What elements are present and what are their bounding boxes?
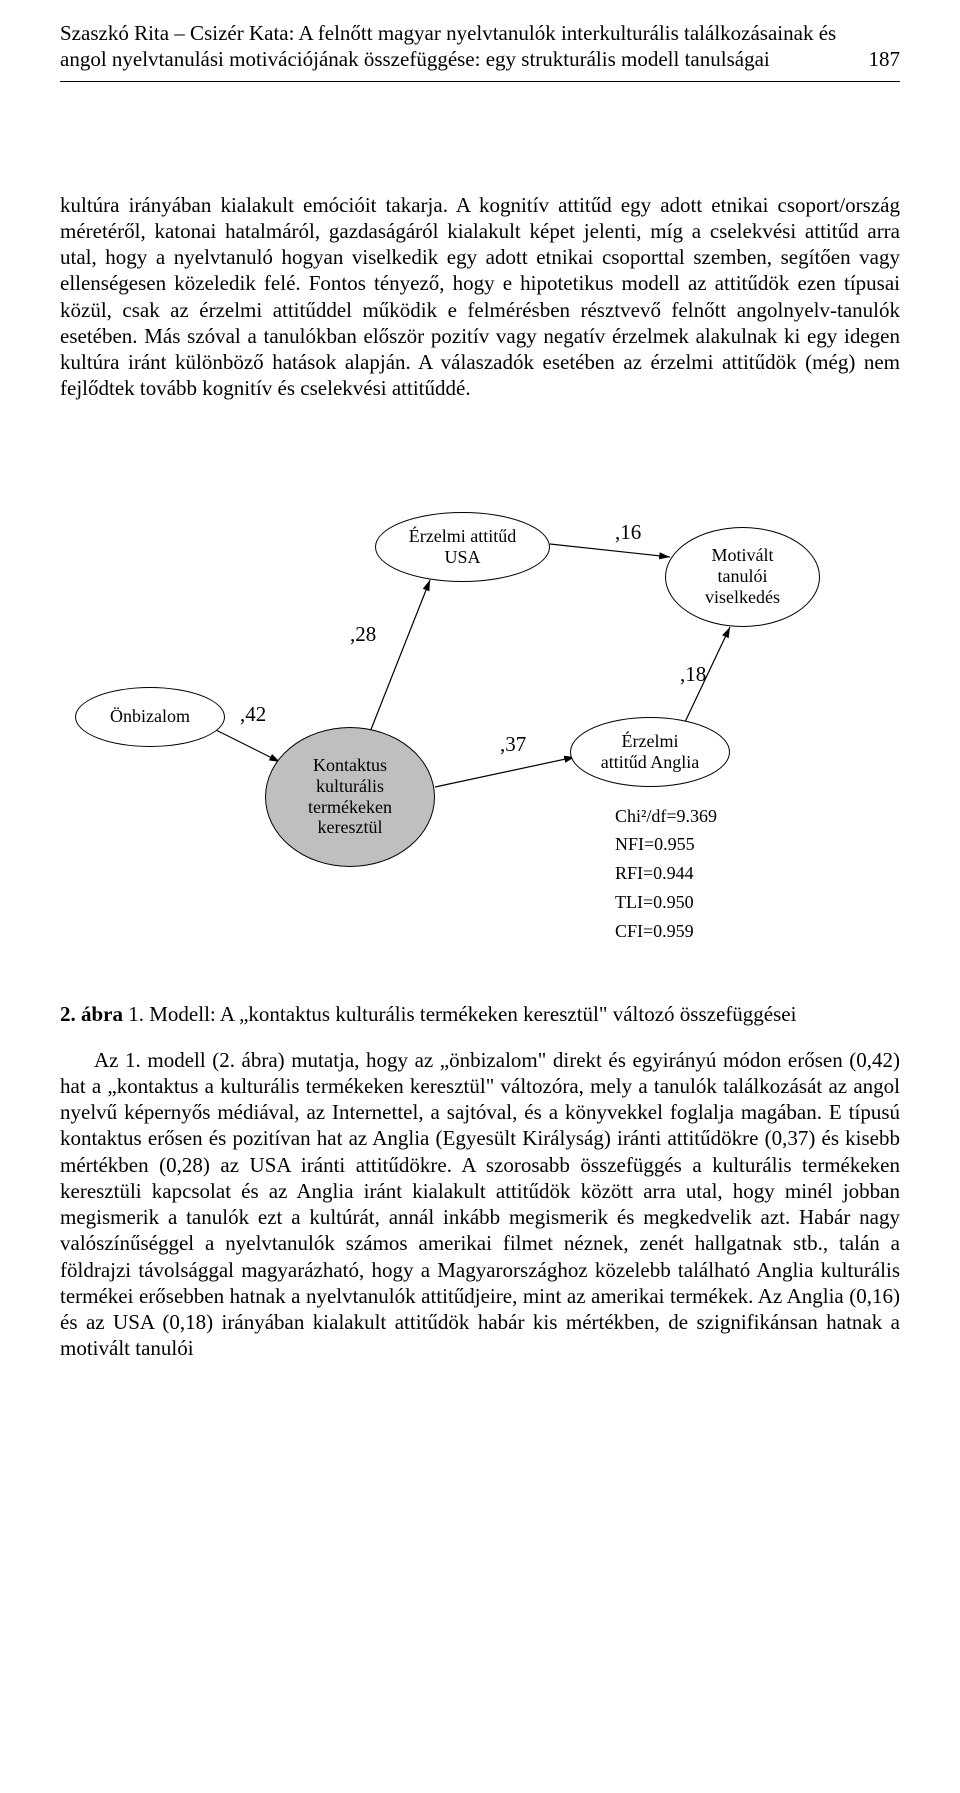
paragraph-1: kultúra irányában kialakult emócióit tak… (60, 192, 900, 402)
edge-label-usa-motivalt: ,16 (615, 520, 641, 545)
node-kontaktus: Kontaktuskulturálistermékekenkeresztül (265, 727, 435, 867)
header-line1: Szaszkó Rita – Csizér Kata: A felnőtt ma… (60, 20, 900, 46)
edge-kontaktus-usa (370, 580, 430, 732)
fit-stat-line: TLI=0.950 (615, 888, 717, 917)
page-number: 187 (869, 46, 901, 72)
edge-label-onbizalom-kontaktus: ,42 (240, 702, 266, 727)
edge-label-anglia-motivalt: ,18 (680, 662, 706, 687)
fit-stat-line: CFI=0.959 (615, 917, 717, 946)
caption-rest: 1. Modell: A „kontaktus kulturális termé… (123, 1002, 796, 1026)
node-erzelmi-usa: Érzelmi attitűdUSA (375, 512, 550, 582)
edge-onbizalom-kontaktus (210, 727, 280, 762)
fit-stat-line: NFI=0.955 (615, 830, 717, 859)
edge-usa-motivalt (550, 544, 670, 557)
edge-label-kontaktus-anglia: ,37 (500, 732, 526, 757)
edge-label-kontaktus-usa: ,28 (350, 622, 376, 647)
node-erzelmi-anglia: Érzelmiattitűd Anglia (570, 717, 730, 787)
fit-stat-line: Chi²/df=9.369 (615, 802, 717, 831)
edge-kontaktus-anglia (435, 757, 575, 787)
node-motivalt: Motiválttanulóiviselkedés (665, 527, 820, 627)
header-line2: angol nyelvtanulási motivációjának össze… (60, 46, 770, 72)
paragraph-2: Az 1. modell (2. ábra) mutatja, hogy az … (60, 1047, 900, 1362)
caption-bold: 2. ábra (60, 1002, 123, 1026)
model-diagram: Önbizalom Kontaktuskulturálistermékekenk… (60, 502, 900, 962)
fit-statistics: Chi²/df=9.369NFI=0.955RFI=0.944TLI=0.950… (615, 802, 717, 946)
figure-caption: 2. ábra 1. Modell: A „kontaktus kulturál… (60, 1002, 900, 1027)
fit-stat-line: RFI=0.944 (615, 859, 717, 888)
header-rule (60, 81, 900, 82)
page-header: Szaszkó Rita – Csizér Kata: A felnőtt ma… (60, 20, 900, 73)
node-onbizalom: Önbizalom (75, 687, 225, 747)
